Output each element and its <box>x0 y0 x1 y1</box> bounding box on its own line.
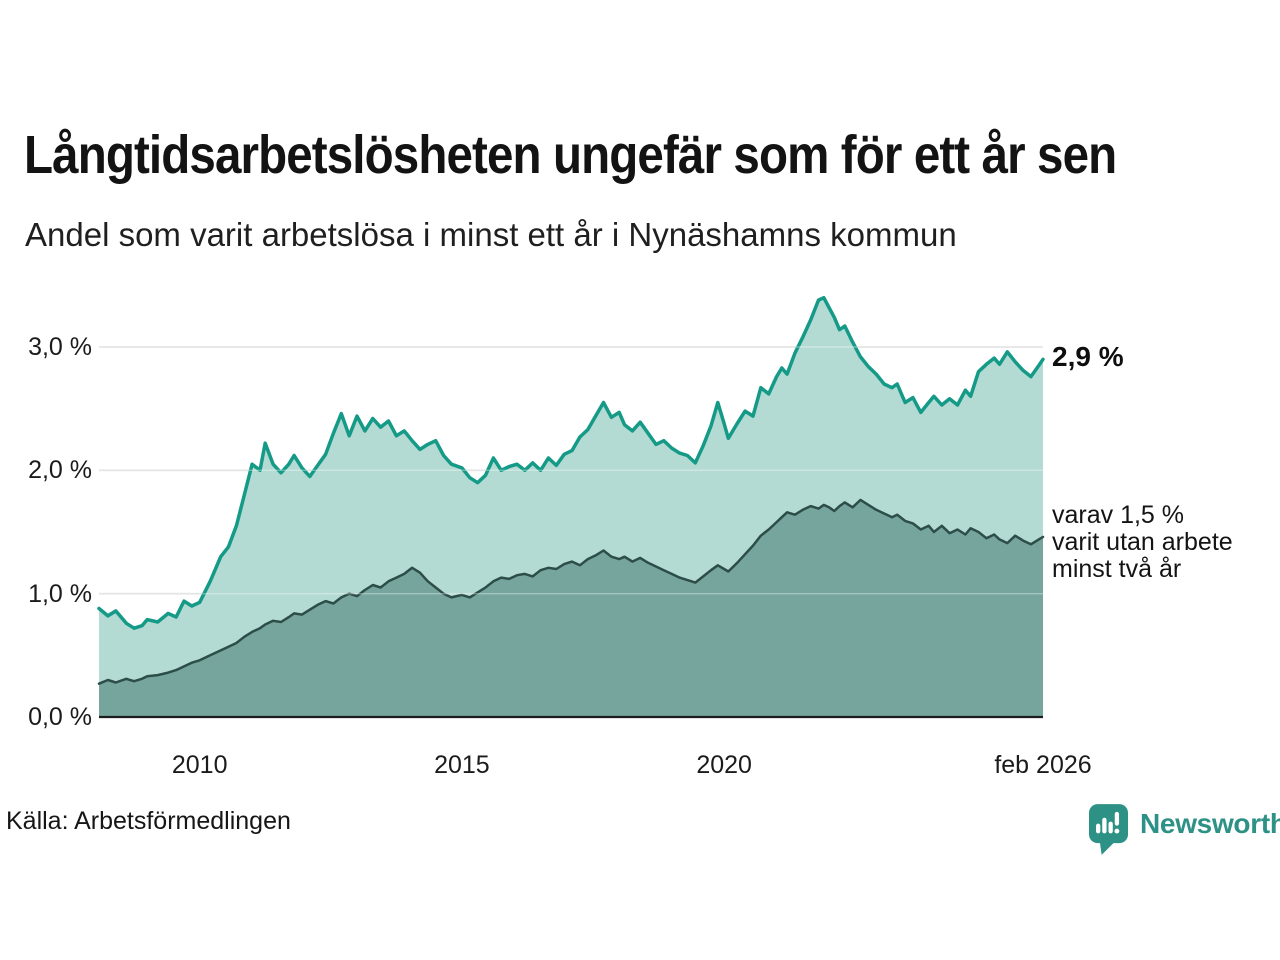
secondary-series-annotation: varav 1,5 % varit utan arbete minst två … <box>1052 501 1233 583</box>
y-axis-tick-1: 1,0 % <box>28 579 92 608</box>
source-attribution: Källa: Arbetsförmedlingen <box>6 807 291 835</box>
chart-title: Långtidsarbetslösheten ungefär som för e… <box>24 125 1117 185</box>
latest-value-annotation: 2,9 % <box>1052 341 1124 372</box>
chart-subtitle: Andel som varit arbetslösa i minst ett å… <box>25 216 957 253</box>
x-axis-tick-feb-2026: feb 2026 <box>994 751 1092 779</box>
y-axis-tick-0: 0,0 % <box>28 703 92 731</box>
newsworthy-logo: Newsworthy <box>1088 802 1280 856</box>
x-axis-tick-2020: 2020 <box>696 751 752 779</box>
bar-chart-exclamation-glyph <box>1096 811 1120 834</box>
newsworthy-logo-text: Newsworthy <box>1140 808 1280 839</box>
newsworthy-logo-icon <box>1088 804 1129 855</box>
y-axis-tick-2: 2,0 % <box>28 456 92 485</box>
y-axis-tick-3: 3,0 % <box>28 333 92 361</box>
x-axis-tick-2010: 2010 <box>171 751 228 779</box>
x-axis-tick-2015: 2015 <box>434 751 490 779</box>
